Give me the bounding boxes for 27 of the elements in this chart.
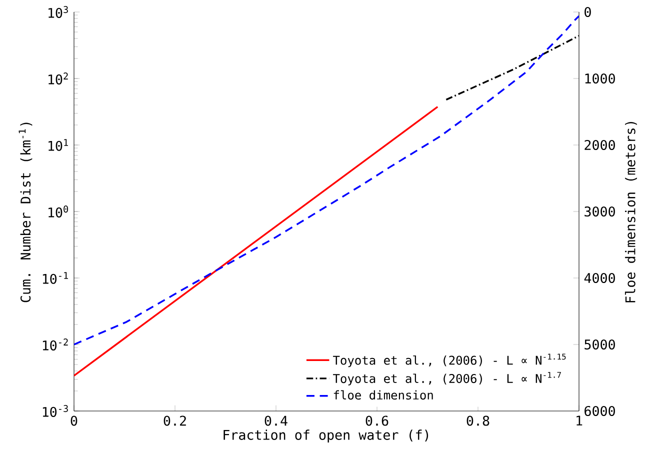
y2-tick-label: 2000 bbox=[584, 140, 615, 150]
y-tick-label: 10$^{-2}$ bbox=[42, 338, 68, 350]
y2-tick-label: 6000 bbox=[584, 406, 615, 416]
x-tick-label: 1 bbox=[576, 416, 582, 426]
y2-tick-label: 0 bbox=[584, 6, 591, 18]
y-tick-label: 10$^{-1}$ bbox=[42, 272, 68, 284]
x-axis-title: Fraction of open water (f) bbox=[224, 430, 428, 443]
legend-label: floe dimension bbox=[334, 390, 433, 400]
x-tick-label: 0.6 bbox=[366, 416, 388, 426]
y-tick-label: 10$^{0}$ bbox=[48, 206, 68, 218]
x-tick-label: 0.4 bbox=[264, 416, 288, 426]
x-tick-label: 0 bbox=[70, 416, 78, 426]
y2-tick-label: 3000 bbox=[584, 206, 615, 217]
line-series bbox=[74, 15, 580, 346]
y-tick-label: 10$^{-3}$ bbox=[42, 405, 68, 417]
y-axis-title: Cum. Number Dist (km$^{-1}$) bbox=[18, 122, 32, 302]
y2-axis-title: Floe dimension (meters) bbox=[624, 122, 637, 302]
legend-label: Toyota et al., (2006) - L ∝ N$^{-1.7}$ bbox=[333, 372, 561, 386]
legend-label: Toyota et al., (2006) - L ∝ N$^{-1.15}$ bbox=[333, 354, 566, 368]
x-tick-label: 0.2 bbox=[164, 416, 186, 426]
x-tick-label: 0.8 bbox=[466, 416, 490, 426]
y-tick-label: 10$^{1}$ bbox=[48, 139, 68, 151]
y2-tick-label: 5000 bbox=[584, 339, 615, 350]
y-tick-label: 10$^{3}$ bbox=[48, 6, 68, 18]
y-tick-label: 10$^{2}$ bbox=[48, 72, 68, 84]
y2-tick-label: 1000 bbox=[585, 73, 615, 84]
y2-tick-label: 4000 bbox=[584, 272, 615, 284]
